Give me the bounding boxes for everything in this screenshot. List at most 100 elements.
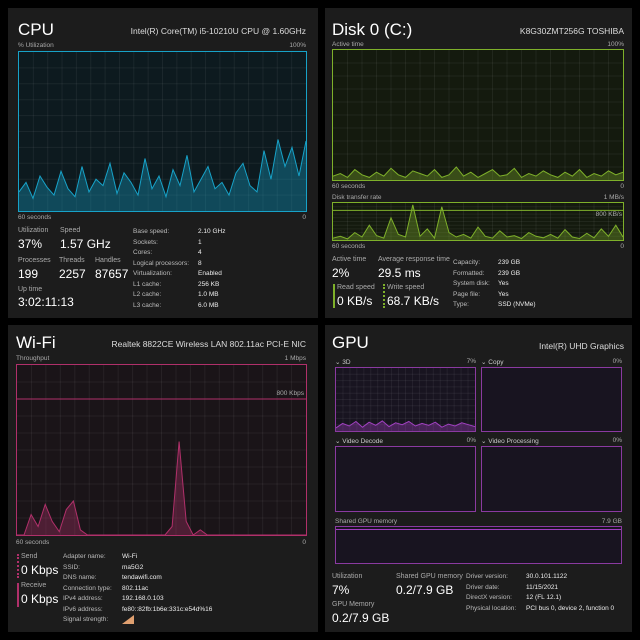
active-time-graph [332, 49, 624, 181]
engine-video-decode-graph [335, 446, 476, 512]
detail-key: Signal strength: [63, 616, 109, 623]
throughput-label: Throughput [16, 355, 50, 362]
detail-value: 2.10 GHz [198, 228, 226, 235]
cpu-x-label: 60 seconds [18, 214, 52, 221]
receive-label: Receive [21, 582, 47, 589]
active-time-stat-label: Active time [332, 256, 367, 263]
detail-value: Enabled [198, 270, 222, 277]
disk-panel: Disk 0 (C:) K8G30ZMT256G TOSHIBA Active … [325, 8, 632, 318]
engine-3d-graph [335, 367, 476, 432]
disk-x-min: 0 [620, 183, 624, 190]
detail-key: Logical processors: [133, 259, 189, 267]
active-time-label: Active time [332, 41, 364, 48]
cpu-details-values: 2.10 GHz 1 4 8 Enabled 256 KB 1.0 MB 6.0 MB [198, 227, 225, 311]
disk-title: Disk 0 (C:) [332, 20, 413, 39]
detail-value: tendawifi.com [122, 574, 162, 581]
transfer-rate-label: Disk transfer rate [332, 194, 382, 201]
write-indicator [383, 284, 385, 308]
engine-pct: 0% [612, 437, 622, 444]
detail-key: Formatted: [453, 269, 485, 277]
cpu-y-max: 100% [289, 42, 306, 49]
uptime-value: 3:02:11:13 [18, 295, 74, 309]
detail-value: SSD (NVMe) [498, 301, 536, 308]
detail-value: Yes [498, 290, 509, 298]
throughput-max: 1 Mbps [284, 355, 306, 362]
wifi-throughput-area [17, 441, 306, 535]
speed-label: Speed [60, 227, 81, 234]
detail-value: 239 GB [498, 259, 521, 266]
threads-label: Threads [59, 257, 85, 264]
engine-name: 3D [342, 359, 351, 366]
handles-value: 87657 [95, 267, 129, 281]
shared-memory-max: 7.9 GB [601, 518, 622, 525]
wifi-title: Wi-Fi [16, 333, 56, 352]
detail-value: 1 [198, 238, 202, 246]
detail-key: IPv6 address: [63, 605, 103, 613]
detail-value: 256 KB [198, 280, 220, 288]
cpu-usage-line [19, 139, 306, 200]
cpu-model: Intel(R) Core(TM) i5-10210U CPU @ 1.60GH… [130, 26, 306, 36]
gpu-details-values: 30.0.101.1122 11/15/2021 12 (FL 12.1) PCI b… [526, 572, 614, 614]
detail-key: Capacity: [453, 259, 481, 266]
signal-strength-icon [122, 615, 212, 625]
detail-key: L1 cache: [133, 280, 162, 288]
detail-key: Page file: [453, 290, 481, 298]
send-value: 0 Kbps [21, 563, 59, 577]
receive-indicator [17, 583, 19, 607]
engine-3d-label: ⌄ 3D [335, 359, 351, 366]
detail-value: 1.0 MB [198, 291, 219, 298]
throughput-line-label: 800 Kbps [276, 390, 304, 397]
detail-value: 192.168.0.103 [122, 595, 164, 602]
detail-key: Driver date: [466, 583, 500, 591]
disk-model: K8G30ZMT256G TOSHIBA [519, 26, 624, 36]
detail-value: fe80::82fb:1b6e:331c:e54d%16 [122, 605, 213, 613]
engine-name: Video Decode [342, 438, 383, 445]
detail-key: Cores: [133, 249, 153, 256]
detail-key: System disk: [453, 280, 490, 287]
detail-key: DirectX version: [466, 594, 512, 601]
active-time-value: 2% [332, 266, 350, 280]
detail-value: 8 [198, 259, 202, 267]
detail-value: 802.11ac [122, 584, 149, 592]
detail-key: Physical location: [466, 604, 517, 612]
read-indicator [333, 284, 335, 308]
wifi-x-label: 60 seconds [16, 539, 50, 546]
detail-value: 6.0 MB [198, 301, 219, 309]
wifi-details-values: Wi-Fi ma5G2 tendawifi.com 802.11ac 192.168.0… [122, 552, 212, 625]
detail-value: 12 (FL 12.1) [526, 594, 562, 601]
threads-value: 2257 [59, 267, 86, 281]
disk-x-label-2: 60 seconds [332, 243, 366, 250]
engine-copy-label: ⌄ Copy [481, 359, 504, 366]
detail-key: IPv4 address: [63, 595, 103, 602]
engine-copy-graph [481, 367, 622, 432]
read-speed-label: Read speed [337, 284, 375, 291]
cpu-title: CPU [18, 20, 54, 39]
shared-memory-graph [335, 526, 622, 564]
engine-video-processing-label: ⌄ Video Processing [481, 438, 539, 445]
detail-value: 30.0.101.1122 [526, 573, 568, 580]
shared-memory-graph-label: Shared GPU memory [335, 518, 398, 525]
detail-key: L3 cache: [133, 301, 162, 309]
detail-key: Driver version: [466, 573, 508, 580]
gpu-utilization-label: Utilization [332, 573, 363, 580]
write-speed-label: Write speed [387, 284, 425, 291]
disk-details-keys: Capacity: Formatted: System disk: Page file… [453, 258, 490, 311]
shared-memory-label: Shared GPU memory [396, 573, 463, 580]
detail-key: Connection type: [63, 584, 112, 592]
detail-value: Yes [498, 280, 509, 287]
detail-value: Wi-Fi [122, 553, 138, 560]
utilization-label: Utilization [18, 227, 49, 234]
speed-value: 1.57 GHz [60, 237, 111, 251]
wifi-x-min: 0 [302, 539, 306, 546]
handles-label: Handles [95, 257, 121, 264]
throughput-graph [16, 364, 307, 536]
detail-key: L2 cache: [133, 291, 162, 298]
cpu-y-label: % Utilization [18, 42, 54, 49]
write-speed-value: 68.7 KB/s [387, 294, 440, 308]
detail-key: Base speed: [133, 228, 170, 235]
transfer-rate-mid: 800 KB/s [595, 211, 622, 218]
wifi-details-keys: Adapter name: SSID: DNS name: Connection ty… [63, 552, 112, 626]
gpu-3d-line [336, 420, 475, 429]
processes-value: 199 [18, 267, 39, 281]
detail-key: Adapter name: [63, 553, 106, 560]
